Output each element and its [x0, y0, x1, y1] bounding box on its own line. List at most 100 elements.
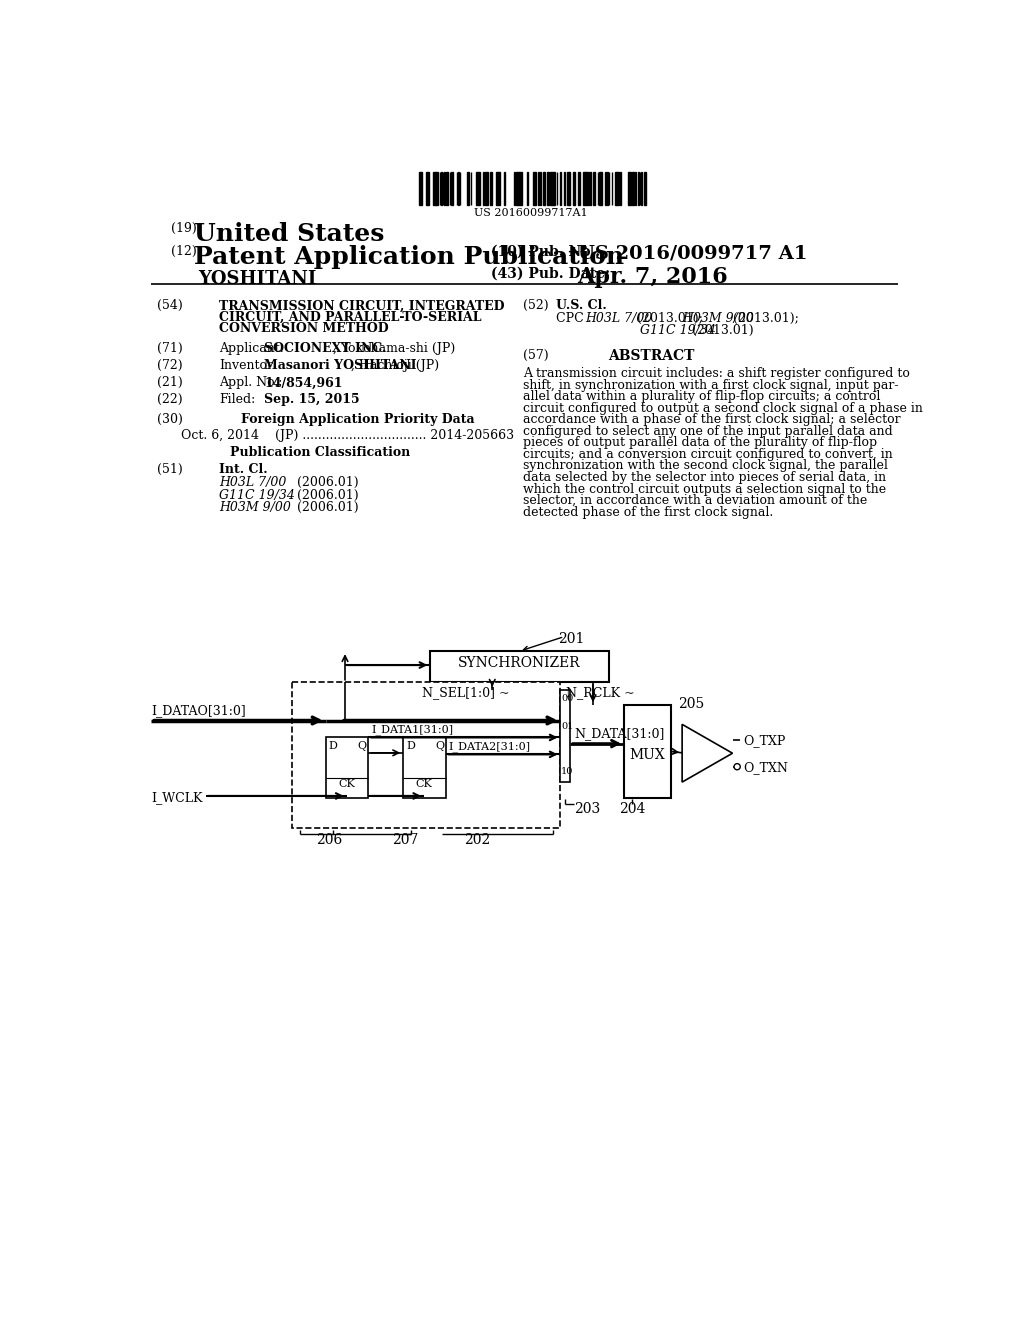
Text: allel data within a plurality of flip-flop circuits; a control: allel data within a plurality of flip-fl… [523, 391, 881, 403]
Text: which the control circuit outputs a selection signal to the: which the control circuit outputs a sele… [523, 483, 887, 495]
Text: 205: 205 [678, 697, 705, 711]
Text: I_WCLK: I_WCLK [152, 791, 203, 804]
Text: H03L 7/00: H03L 7/00 [219, 477, 287, 490]
Bar [540, 172, 541, 205]
Text: pieces of output parallel data of the plurality of flip-flop: pieces of output parallel data of the pl… [523, 437, 878, 449]
Text: (71): (71) [158, 342, 183, 355]
Bar [614, 172, 616, 205]
Bar [578, 172, 580, 205]
Bar [452, 172, 453, 205]
Text: United States: United States [194, 222, 384, 246]
Text: Publication Classification: Publication Classification [230, 446, 411, 458]
Text: SYNCHRONIZER: SYNCHRONIZER [458, 656, 581, 669]
Text: N_SEL[1:0] ~: N_SEL[1:0] ~ [423, 686, 510, 700]
Text: 203: 203 [573, 803, 600, 816]
Text: MUX: MUX [630, 748, 666, 762]
Text: Appl. No.:: Appl. No.: [219, 376, 283, 389]
Bar [628, 172, 630, 205]
Text: 00: 00 [561, 694, 573, 704]
Bar [445, 172, 449, 205]
Text: Int. Cl.: Int. Cl. [219, 462, 268, 475]
Bar [403, 738, 445, 797]
Text: I_DATAO[31:0]: I_DATAO[31:0] [152, 705, 246, 718]
Text: ABSTRACT: ABSTRACT [608, 348, 695, 363]
Text: CIRCUIT, AND PARALLEL-TO-SERIAL: CIRCUIT, AND PARALLEL-TO-SERIAL [219, 312, 482, 323]
Text: US 20160099717A1: US 20160099717A1 [474, 209, 588, 218]
Text: circuit configured to output a second clock signal of a phase in: circuit configured to output a second cl… [523, 401, 923, 414]
Text: D: D [407, 741, 415, 751]
Bar [430, 651, 608, 682]
Text: U.S. Cl.: U.S. Cl. [556, 300, 606, 313]
Text: 01: 01 [561, 722, 573, 731]
Text: Filed:: Filed: [219, 393, 256, 407]
Text: (57): (57) [523, 348, 549, 362]
Text: N_DATA[31:0]: N_DATA[31:0] [574, 727, 665, 741]
Text: (10) Pub. No.:: (10) Pub. No.: [490, 244, 600, 259]
Bar [543, 172, 545, 205]
Text: 207: 207 [392, 833, 419, 847]
Bar [550, 172, 553, 205]
Bar [467, 172, 469, 205]
Text: 14/854,961: 14/854,961 [264, 376, 343, 389]
Bar [504, 172, 506, 205]
Text: selector, in accordance with a deviation amount of the: selector, in accordance with a deviation… [523, 494, 867, 507]
Bar [589, 172, 592, 205]
Text: synchronization with the second clock signal, the parallel: synchronization with the second clock si… [523, 459, 888, 473]
Text: Masanori YOSHITANI: Masanori YOSHITANI [264, 359, 417, 372]
Bar [534, 172, 536, 205]
Text: O_TXN: O_TXN [743, 760, 788, 774]
Text: Patent Application Publication: Patent Application Publication [194, 244, 624, 269]
Text: Foreign Application Priority Data: Foreign Application Priority Data [241, 413, 475, 426]
Text: (51): (51) [158, 462, 183, 475]
Text: I_DATA1[31:0]: I_DATA1[31:0] [372, 725, 454, 735]
Text: Oct. 6, 2014    (JP) ................................ 2014-205663: Oct. 6, 2014 (JP) ......................… [180, 429, 514, 442]
Bar [583, 172, 586, 205]
Bar [518, 172, 521, 205]
Bar [593, 172, 595, 205]
Text: (2013.01);: (2013.01); [729, 312, 799, 325]
Text: Sep. 15, 2015: Sep. 15, 2015 [264, 393, 360, 407]
Text: 201: 201 [558, 632, 585, 645]
Bar [499, 172, 500, 205]
Bar [419, 172, 421, 205]
Text: G11C 19/34: G11C 19/34 [219, 488, 295, 502]
Text: SOCIONEXT INC.: SOCIONEXT INC. [264, 342, 387, 355]
Text: (52): (52) [523, 300, 549, 313]
Text: (54): (54) [158, 300, 183, 313]
Text: YOSHITANI: YOSHITANI [198, 271, 316, 288]
Text: H03L 7/00: H03L 7/00 [586, 312, 652, 325]
Text: , Yokohama-shi (JP): , Yokohama-shi (JP) [333, 342, 455, 355]
Bar [484, 172, 486, 205]
Text: accordance with a phase of the first clock signal; a selector: accordance with a phase of the first clo… [523, 413, 901, 426]
Text: US 2016/0099717 A1: US 2016/0099717 A1 [578, 244, 807, 263]
Text: (2006.01): (2006.01) [297, 477, 358, 490]
Text: 202: 202 [464, 833, 489, 847]
Text: N_RCLK ~: N_RCLK ~ [566, 686, 635, 700]
Text: data selected by the selector into pieces of serial data, in: data selected by the selector into piece… [523, 471, 887, 484]
Text: (30): (30) [158, 413, 183, 426]
Text: H03M 9/00: H03M 9/00 [219, 502, 291, 513]
Bar [632, 172, 633, 205]
Text: (19): (19) [171, 222, 197, 235]
Bar [517, 172, 518, 205]
Bar [599, 172, 601, 205]
Bar [644, 172, 646, 205]
Text: A transmission circuit includes: a shift register configured to: A transmission circuit includes: a shift… [523, 367, 910, 380]
Bar [326, 738, 369, 797]
Text: , Hachioji (JP): , Hachioji (JP) [351, 359, 439, 372]
Text: shift, in synchronization with a first clock signal, input par-: shift, in synchronization with a first c… [523, 379, 899, 392]
Bar [426, 172, 428, 205]
Bar [515, 172, 517, 205]
Text: CK: CK [416, 779, 432, 789]
Text: Q: Q [435, 741, 444, 751]
Bar [477, 172, 480, 205]
Text: (2006.01): (2006.01) [297, 502, 358, 513]
Bar [553, 172, 555, 205]
Text: 10: 10 [561, 767, 573, 776]
Text: H03M 9/00: H03M 9/00 [682, 312, 754, 325]
Text: 206: 206 [316, 833, 343, 847]
Bar [547, 172, 549, 205]
Text: CPC .: CPC . [556, 312, 599, 325]
Bar [616, 172, 618, 205]
Text: (2013.01): (2013.01) [687, 323, 754, 337]
